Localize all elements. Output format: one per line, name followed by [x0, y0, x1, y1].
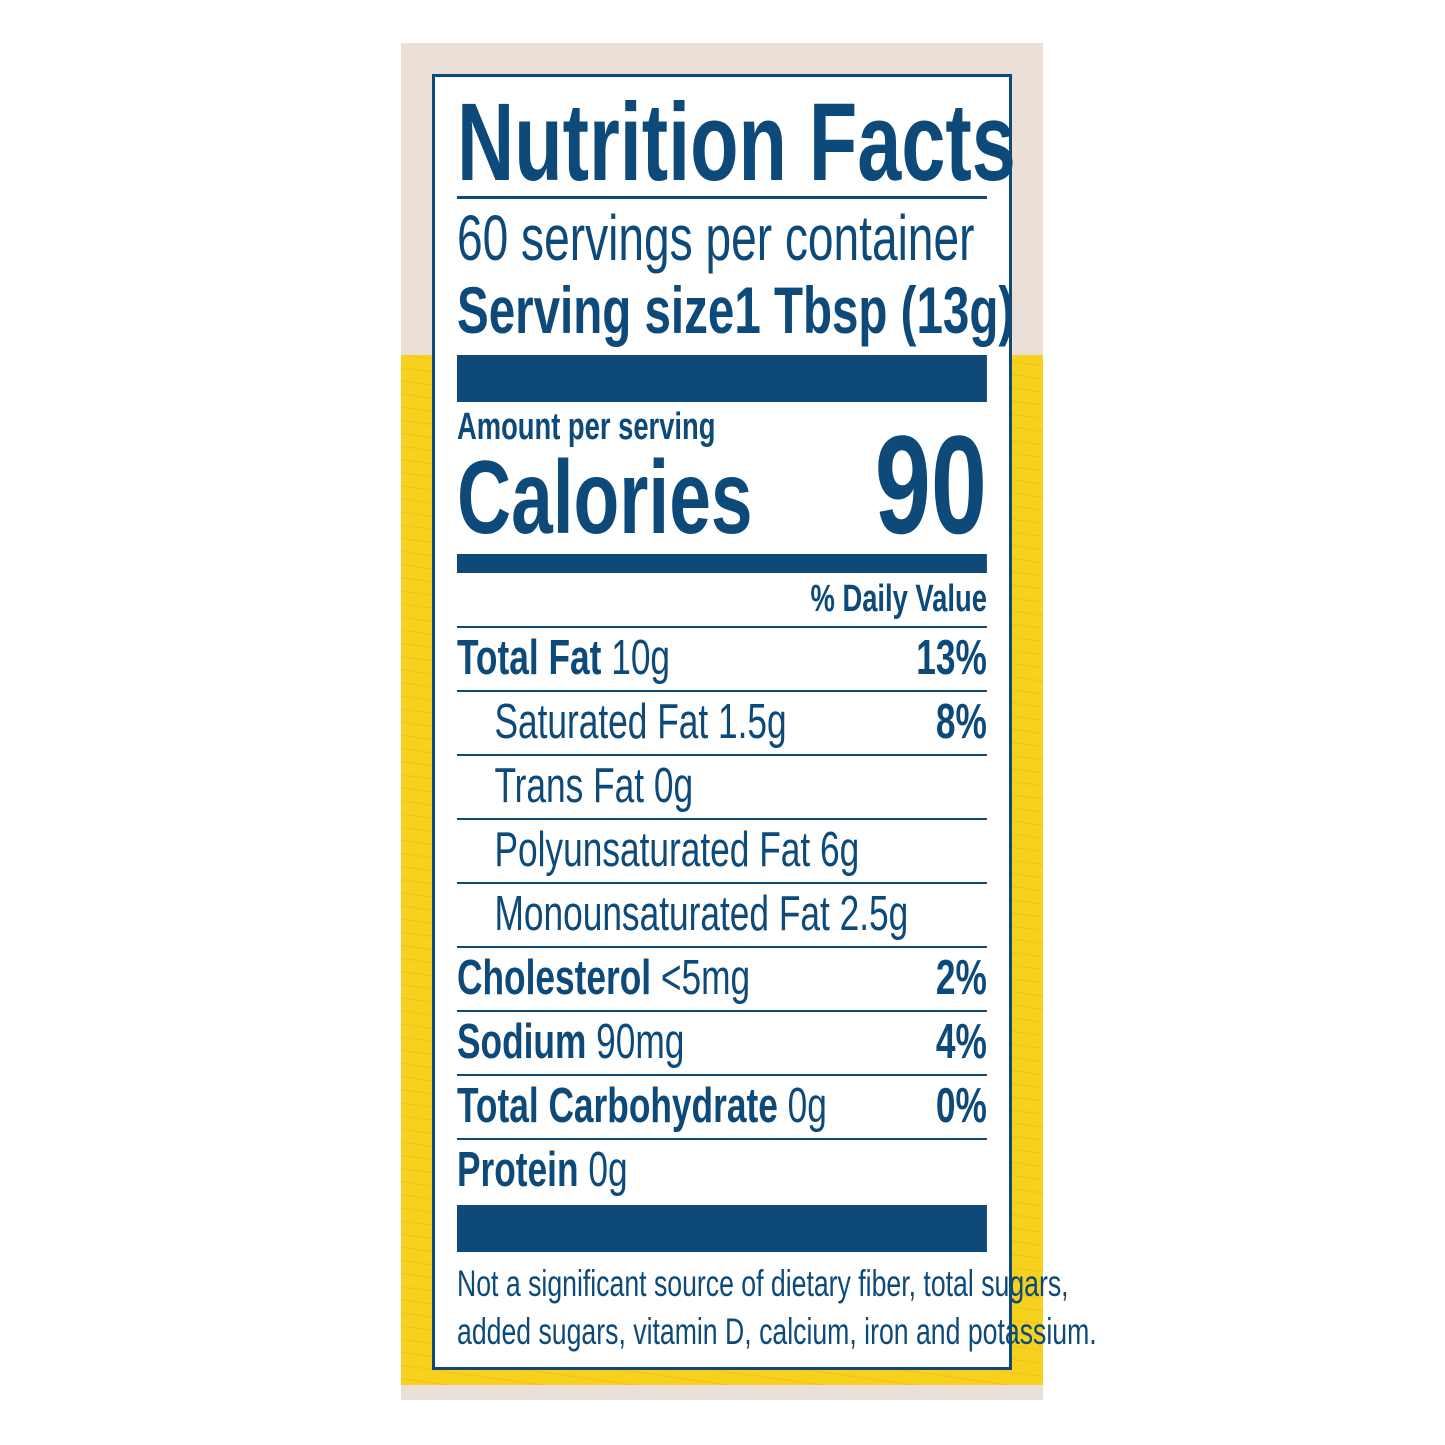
nutrient-daily-value: 13%: [916, 631, 987, 685]
nutrient-row: Cholesterol <5mg 2%: [457, 950, 987, 1006]
serving-size-value: 1 Tbsp (13g): [734, 273, 1015, 347]
nutrient-row: Monounsaturated Fat 2.5g: [457, 886, 987, 942]
calories-value: 90: [874, 406, 987, 563]
nutrient-name: Total Fat: [457, 631, 602, 685]
nutrient-name-amount: Saturated Fat 1.5g: [494, 694, 786, 750]
divider: [457, 196, 987, 199]
nutrient-name: Protein: [457, 1143, 579, 1197]
nutrient-name-amount: Monounsaturated Fat 2.5g: [494, 886, 908, 942]
calories-label: Calories: [457, 440, 753, 556]
nutrient-row: Total Carbohydrate 0g 0%: [457, 1078, 987, 1134]
footnote-line-1: Not a significant source of dietary fibe…: [457, 1263, 1069, 1304]
nutrient-row: Total Fat 10g 13%: [457, 630, 987, 686]
nutrient-row: Trans Fat 0g: [457, 758, 987, 814]
nutrient-name-amount: Total Carbohydrate 0g: [457, 1078, 827, 1134]
nutrient-name: Saturated Fat 1.5g: [494, 695, 787, 749]
nutrient-row: Polyunsaturated Fat 6g: [457, 822, 987, 878]
daily-value-header: % Daily Value: [810, 578, 987, 620]
row-divider: [457, 882, 987, 884]
serving-size-label: Serving size: [457, 273, 735, 347]
thick-bar: [457, 355, 987, 402]
nutrient-daily-value: 8%: [935, 695, 987, 749]
nutrient-name-amount: Protein 0g: [457, 1142, 628, 1198]
calories-row: Calories 90: [457, 406, 987, 563]
row-divider: [457, 754, 987, 756]
nutrient-name: Total Carbohydrate: [457, 1079, 778, 1133]
footnote-line-2: added sugars, vitamin D, calcium, iron a…: [457, 1311, 1097, 1352]
nutrient-amount: 10g: [611, 631, 671, 685]
nutrient-row: Protein 0g: [457, 1142, 987, 1198]
nutrient-name-amount: Sodium 90mg: [457, 1014, 684, 1070]
row-divider: [457, 818, 987, 820]
thick-bar-bottom: [457, 1205, 987, 1252]
row-divider: [457, 626, 987, 628]
nutrient-row: Sodium 90mg 4%: [457, 1014, 987, 1070]
medium-bar: [457, 554, 987, 573]
title: Nutrition Facts: [457, 81, 1016, 204]
nutrient-name: Monounsaturated Fat 2.5g: [494, 887, 909, 941]
nutrient-amount: 90mg: [596, 1015, 685, 1069]
nutrient-daily-value: 0%: [935, 1079, 987, 1133]
nutrition-label-box: [432, 74, 1012, 1370]
nutrient-name-amount: Trans Fat 0g: [494, 758, 693, 814]
amount-per-serving: Amount per serving: [457, 406, 716, 448]
nutrient-name-amount: Cholesterol <5mg: [457, 950, 750, 1006]
row-divider: [457, 690, 987, 692]
nutrient-amount: <5mg: [660, 951, 751, 1005]
servings-per-container: 60 servings per container: [457, 202, 975, 274]
nutrient-row: Saturated Fat 1.5g 8%: [457, 694, 987, 750]
nutrition-facts-content: Nutrition Facts 60 servings per containe…: [457, 0, 1097, 1445]
nutrient-daily-value: 4%: [935, 1015, 987, 1069]
nutrient-name: Sodium: [457, 1015, 587, 1069]
serving-size-row: Serving size 1 Tbsp (13g): [457, 273, 1014, 347]
nutrient-name-amount: Polyunsaturated Fat 6g: [494, 822, 859, 878]
nutrient-name: Cholesterol: [457, 951, 652, 1005]
nutrient-amount: 0g: [787, 1079, 827, 1133]
nutrient-name: Trans Fat 0g: [494, 759, 694, 813]
row-divider: [457, 946, 987, 948]
nutrient-name: Polyunsaturated Fat 6g: [494, 823, 860, 877]
nutrient-name-amount: Total Fat 10g: [457, 630, 670, 686]
nutrient-daily-value: 2%: [935, 951, 987, 1005]
row-divider: [457, 1138, 987, 1140]
nutrient-amount: 0g: [588, 1143, 628, 1197]
row-divider: [457, 1010, 987, 1012]
row-divider: [457, 1074, 987, 1076]
